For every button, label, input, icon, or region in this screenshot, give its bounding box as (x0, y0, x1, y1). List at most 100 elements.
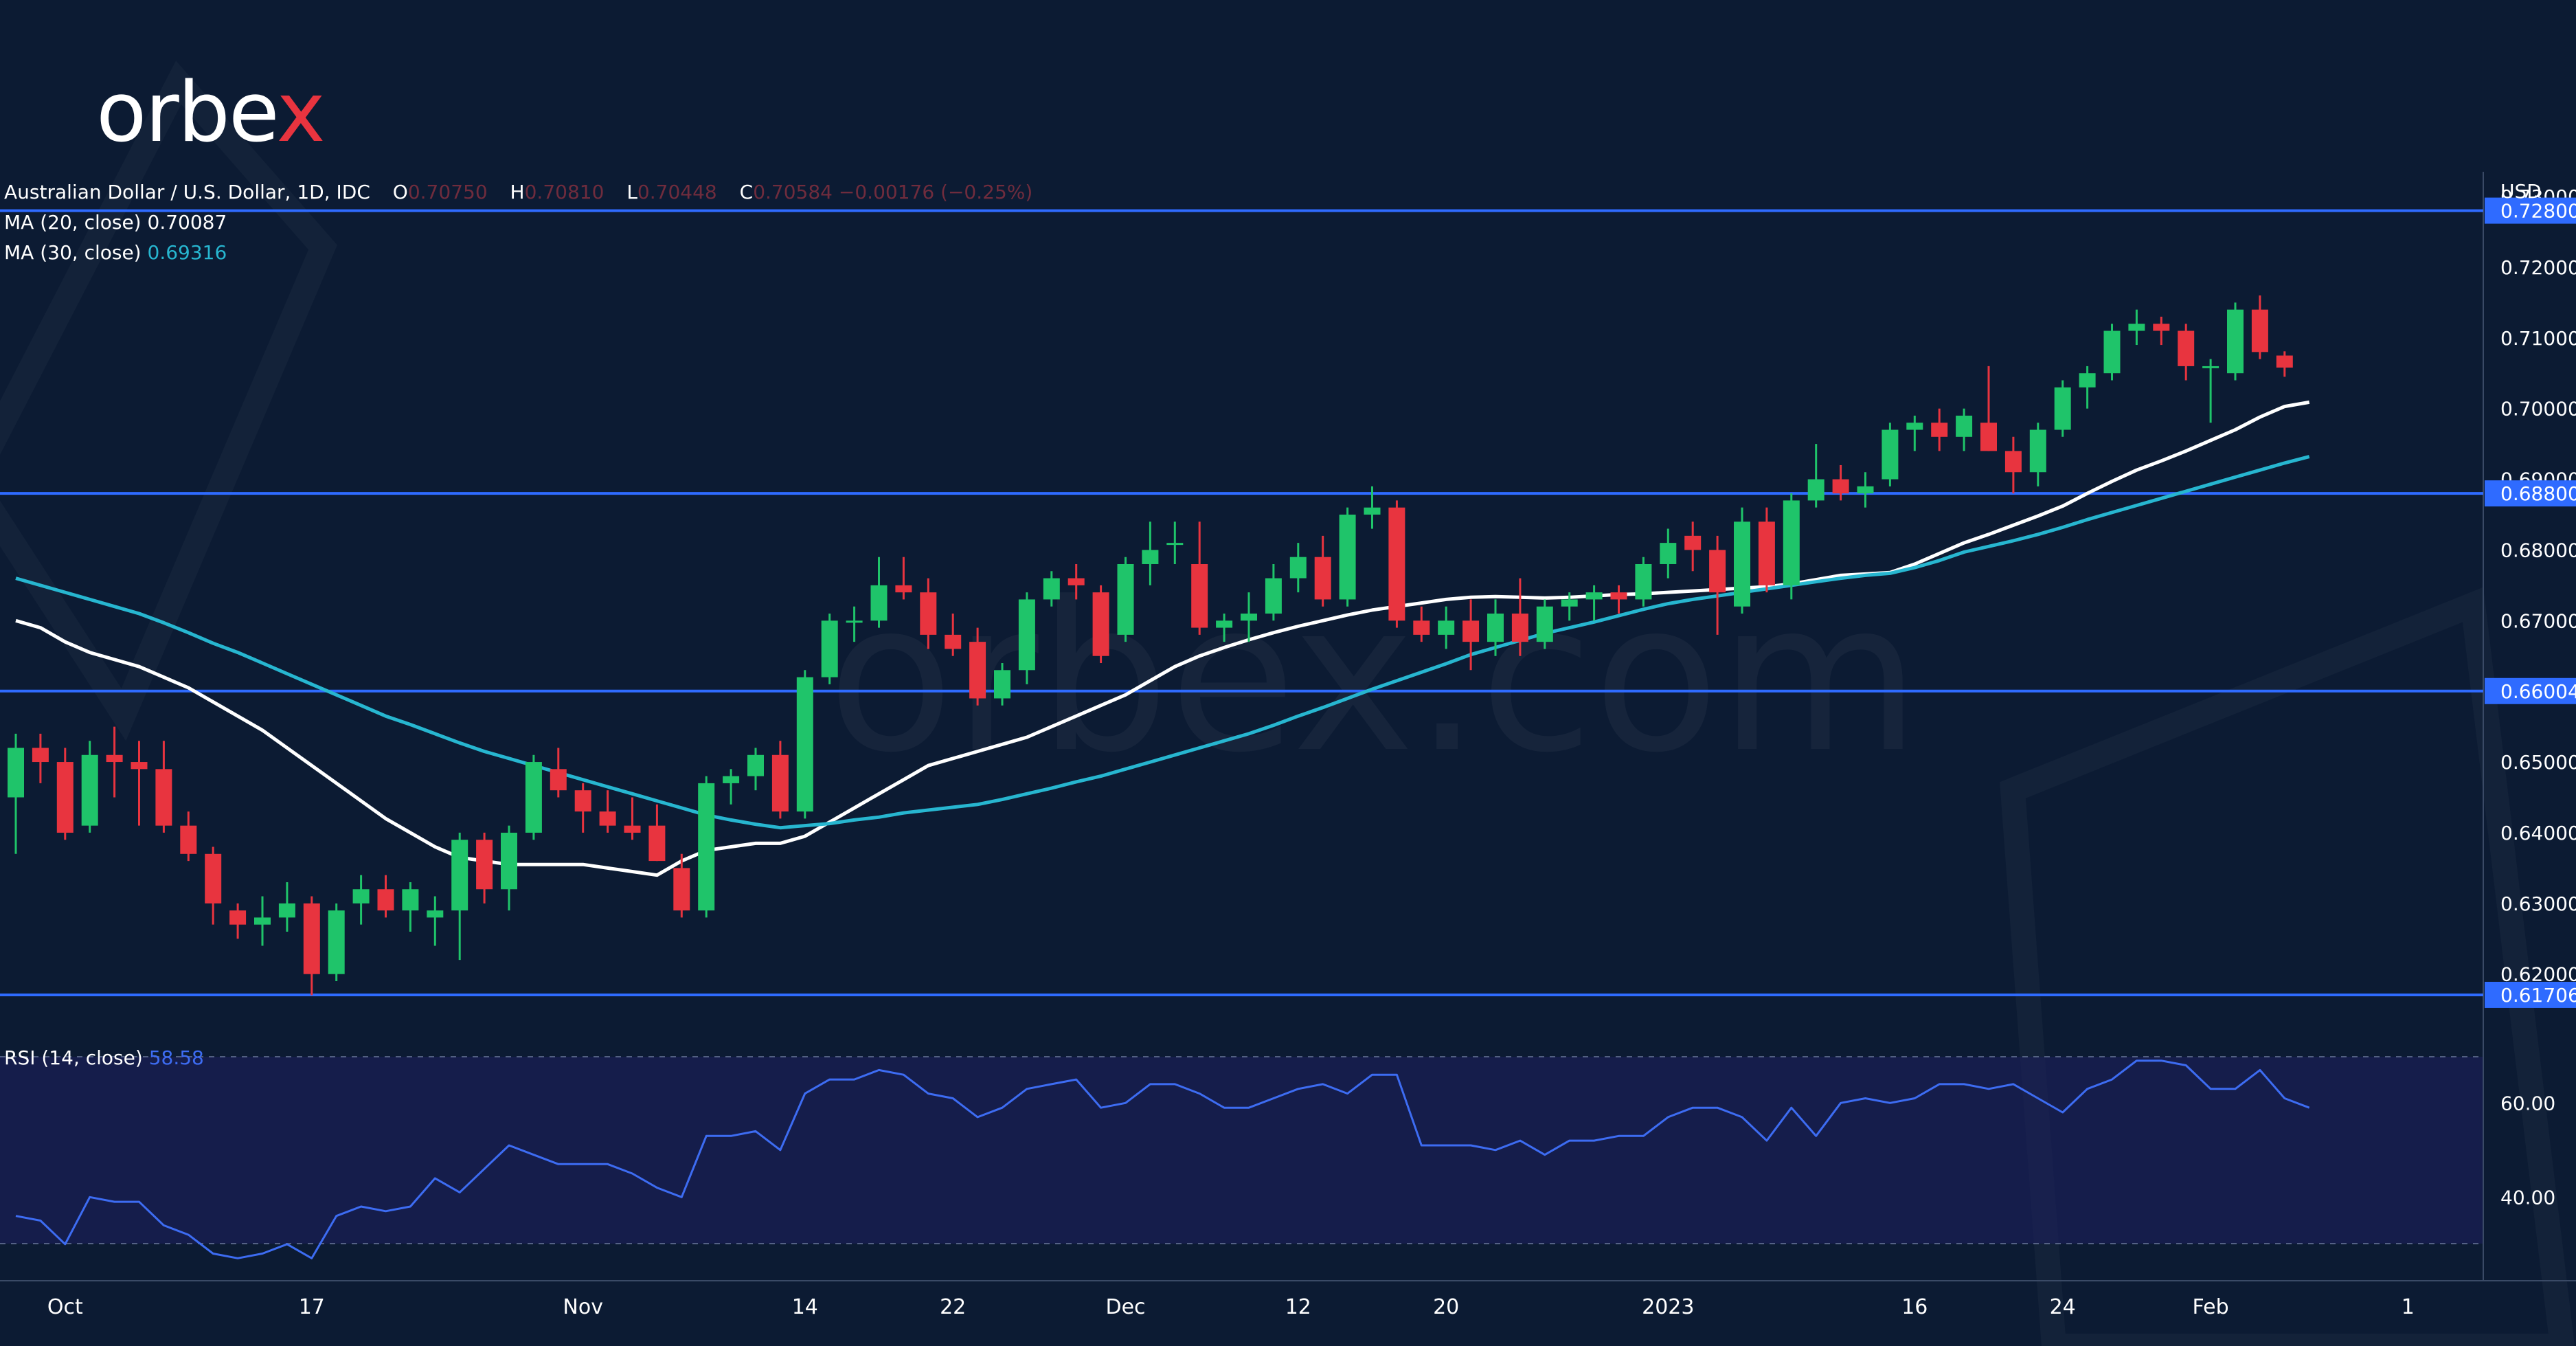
candle-body (1314, 557, 1331, 600)
candle-bullish (1635, 557, 1652, 607)
candle-body (1018, 599, 1035, 671)
candle-bullish (427, 896, 444, 946)
candle-body (2178, 330, 2195, 366)
candle-bullish (1660, 528, 1677, 579)
price-tick-label: 0.65000 (2500, 751, 2576, 774)
candle-body (278, 903, 295, 918)
candle-bearish (1832, 464, 1849, 501)
candle-bearish (1931, 408, 1948, 451)
candle-bearish (1758, 507, 1775, 593)
candle-body (402, 889, 419, 911)
time-tick-label: 20 (1433, 1295, 1459, 1319)
candle-body (2276, 355, 2293, 368)
candle-bullish (1339, 507, 1356, 607)
rsi-tick-label: 40.00 (2500, 1186, 2555, 1209)
candle-body (155, 769, 172, 826)
candle-bullish (1364, 486, 1381, 529)
candle-body (821, 620, 838, 677)
candle-body (56, 762, 74, 833)
candle-body (2227, 309, 2244, 374)
candle-bullish (994, 663, 1010, 706)
candle-body (1092, 592, 1109, 656)
candle-bullish (2128, 309, 2145, 346)
candle-body (1882, 429, 1899, 480)
candle-bearish (56, 748, 74, 840)
candle-body (1388, 507, 1405, 621)
candle-body (229, 910, 247, 925)
candle-bearish (1684, 521, 1702, 572)
candle-body (131, 762, 148, 770)
time-tick-label: 14 (792, 1295, 818, 1319)
candle-bearish (945, 614, 962, 656)
candle-body (451, 840, 468, 911)
ma20-label: MA (20, close) (4, 211, 142, 234)
moving-averages (15, 400, 2310, 877)
candle-body (920, 592, 937, 635)
candle-body (1635, 563, 1652, 600)
candle-bearish (1709, 535, 1726, 635)
price-tick-label: 0.68000 (2500, 539, 2576, 561)
candle-bearish (920, 578, 937, 649)
low-value: 0.70448 (637, 181, 717, 203)
candle-body (1832, 479, 1849, 494)
time-tick-label: 24 (2050, 1295, 2076, 1319)
candle-bullish (8, 733, 24, 854)
ma30-value: 0.69316 (147, 241, 227, 264)
candle-body (2029, 429, 2046, 473)
support-resistance-levels (0, 209, 2483, 996)
rsi-legend[interactable]: RSI (14, close) 58.58 (4, 1048, 204, 1068)
candle-bearish (32, 733, 49, 783)
watermark-text: orbex.com (828, 558, 1920, 798)
candle-body (846, 620, 863, 623)
candle-bullish (747, 748, 764, 791)
candle-body (525, 762, 542, 833)
candle-bullish (870, 557, 888, 628)
candle-bullish (1536, 599, 1553, 649)
candle-bearish (476, 832, 493, 904)
candle-body (2202, 366, 2219, 368)
time-tick-label: 12 (1285, 1295, 1311, 1319)
candle-body (1142, 550, 1159, 564)
orbex-logo: orbex (96, 65, 326, 161)
symbol-title: Australian Dollar / U.S. Dollar, 1D, IDC (4, 181, 370, 203)
price-tick-label: 0.64000 (2500, 822, 2576, 844)
candle-bearish (895, 557, 912, 600)
candle-body (673, 868, 690, 911)
high-label: H (510, 181, 525, 203)
candlestick-series (8, 295, 2293, 996)
change-value: −0.00176 (−0.25%) (838, 181, 1033, 203)
level-price-label: 0.61706 (2500, 984, 2576, 1007)
candle-bearish (1092, 585, 1109, 664)
candle-body (994, 670, 1010, 699)
candle-bearish (1067, 563, 1085, 600)
candle-body (1684, 535, 1702, 550)
candle-bullish (1438, 606, 1455, 649)
candle-bullish (1734, 507, 1750, 614)
candle-bullish (1882, 423, 1899, 486)
candle-body (1462, 620, 1480, 642)
candle-bearish (1388, 500, 1405, 628)
candle-bullish (1289, 543, 1307, 593)
candle-bearish (574, 783, 591, 833)
level-price-labels: 0.72800 0.68800 0.66004 0.61706 (2485, 197, 2576, 1008)
ma20-legend[interactable]: MA (20, close) 0.70087 (4, 213, 227, 232)
candle-body (1956, 415, 1973, 437)
candle-bearish (1314, 535, 1331, 607)
level-price-label: 0.68800 (2500, 482, 2576, 505)
candle-bullish (2029, 423, 2046, 486)
candle-body (599, 811, 616, 826)
candle-bullish (525, 754, 542, 840)
open-label: O (392, 181, 408, 203)
time-axis[interactable]: Oct 17 Nov 14 22 Dec 12 20 2023 16 24 Feb 1 (47, 1295, 2415, 1319)
rsi-axis[interactable]: 40.00 60.00 (2500, 1092, 2555, 1209)
candle-body (1067, 578, 1085, 585)
candle-bearish (155, 741, 172, 833)
candle-body (648, 825, 666, 862)
ma30-legend[interactable]: MA (30, close) 0.69316 (4, 243, 227, 262)
price-tick-label: 0.71000 (2500, 327, 2576, 350)
candle-body (1364, 507, 1381, 515)
candle-body (1511, 614, 1528, 642)
candle-body (1289, 557, 1307, 579)
symbol-legend[interactable]: Australian Dollar / U.S. Dollar, 1D, IDC… (4, 183, 1032, 202)
